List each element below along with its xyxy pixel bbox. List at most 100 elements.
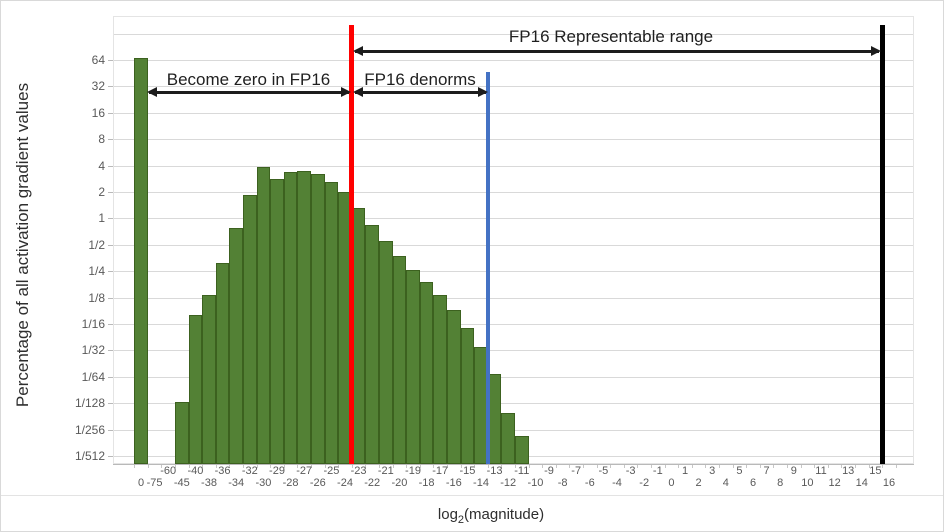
y-axis-tick [108, 271, 113, 273]
histogram-bar [392, 256, 407, 464]
y-tick-label: 16 [91, 105, 105, 120]
x-tick-label: 10 [801, 477, 814, 489]
y-axis-tick [108, 192, 113, 193]
x-axis-tick [147, 465, 149, 468]
x-axis-tick [732, 465, 734, 468]
x-tick-label: -26 [309, 477, 326, 489]
x-tick-label: 8 [777, 477, 784, 489]
y-tick-label: 1 [98, 211, 105, 226]
y-axis-tick [108, 456, 113, 457]
x-tick-label: 6 [749, 477, 757, 489]
x-axis-tick [787, 465, 788, 468]
y-axis-tick [108, 244, 113, 246]
y-axis-tick [108, 403, 113, 405]
histogram-bar [188, 314, 203, 464]
x-axis-tick [827, 465, 829, 468]
fp16-representable-range-arrow [352, 45, 882, 56]
y-axis-tick [108, 139, 113, 141]
x-tick-label: -40 [187, 465, 204, 477]
y-axis-tick [108, 60, 113, 61]
x-tick-label: -20 [391, 477, 408, 489]
x-axis-tick [515, 465, 516, 468]
x-tick-label: -14 [473, 477, 489, 489]
gridline [114, 297, 913, 299]
y-tick-label: 64 [91, 53, 105, 67]
gridline [114, 60, 913, 61]
x-axis-tick [134, 465, 136, 468]
x-axis-tick [215, 465, 217, 468]
y-axis-tick [108, 112, 113, 114]
y-axis-tick [108, 324, 113, 325]
x-axis-tick [433, 465, 435, 468]
x-tick-label: -3 [625, 465, 636, 477]
x-axis-tick [542, 465, 544, 468]
y-axis-tick [108, 376, 113, 378]
x-axis-tick [882, 465, 884, 468]
histogram-bar [324, 182, 339, 464]
y-axis-tick [108, 218, 113, 220]
x-tick-label: -19 [405, 465, 421, 477]
x-axis-tick [188, 465, 190, 468]
x-axis-tick [447, 465, 448, 468]
histogram-bar [134, 58, 148, 464]
fp16-denorms-arrow [352, 86, 488, 97]
y-tick-label: 1/2 [88, 237, 105, 252]
x-axis-title: log2(magnitude) [381, 506, 601, 526]
x-axis-tick [664, 465, 666, 468]
y-axis-tick [108, 429, 113, 431]
histogram-bar [419, 281, 434, 464]
histogram-bar [433, 294, 447, 464]
x-axis-tick [297, 465, 299, 468]
x-axis-tick [678, 465, 680, 468]
annotation-fp16-denorms: FP16 denorms [364, 70, 476, 89]
x-tick-label: 1 [681, 465, 689, 477]
x-tick-label: -5 [598, 465, 609, 477]
x-axis-tick [324, 465, 326, 468]
x-tick-label: -6 [584, 477, 595, 489]
x-tick-label: -2 [639, 477, 650, 489]
y-axis-tick [108, 165, 113, 167]
x-tick-label: -36 [214, 465, 231, 477]
x-axis-tick [596, 465, 598, 468]
histogram-bar [283, 171, 298, 464]
x-tick-label: -17 [432, 465, 449, 477]
x-tick-label: -24 [337, 477, 353, 489]
x-tick-label: -23 [350, 465, 367, 477]
y-tick-label: 1/32 [81, 343, 105, 358]
gridline [114, 33, 913, 35]
x-tick-label: -15 [459, 465, 476, 477]
x-axis-tick [379, 465, 380, 468]
x-tick-label: -4 [612, 477, 622, 489]
x-tick-label: -32 [241, 465, 258, 477]
y-tick-label: 1/64 [81, 369, 105, 384]
y-tick-label: 4 [98, 158, 105, 173]
histogram-bar [256, 166, 271, 464]
x-axis-tick [460, 465, 462, 468]
x-axis-tick [705, 465, 707, 468]
x-axis-tick [814, 465, 816, 468]
y-tick-label: 1/16 [81, 317, 105, 331]
x-axis-tick [719, 465, 720, 468]
figure-bottom-rule [1, 495, 943, 496]
x-axis-tick [583, 465, 584, 468]
y-tick-label: 32 [91, 79, 105, 94]
x-axis-tick [610, 465, 612, 468]
gridline [114, 376, 913, 378]
x-tick-label: -38 [201, 477, 217, 489]
x-axis-title-suffix: (magnitude) [464, 506, 545, 523]
x-tick-label: -45 [173, 477, 190, 489]
x-tick-label: -27 [296, 465, 313, 477]
histogram-bar [297, 170, 311, 464]
x-axis-tick [569, 465, 571, 468]
gridline [114, 271, 913, 273]
x-tick-label: 15 [869, 465, 882, 477]
x-tick-label: 13 [842, 465, 855, 477]
x-axis-tick [637, 465, 639, 468]
annotation-become-zero-in-fp16: Become zero in FP16 [166, 70, 331, 89]
histogram-bar [215, 263, 230, 464]
histogram-bar [487, 373, 502, 464]
x-axis-tick [759, 465, 761, 468]
histogram-bar [311, 173, 325, 464]
x-tick-label: -12 [500, 477, 517, 489]
y-axis-title: Percentage of all activation gradient va… [13, 82, 32, 408]
